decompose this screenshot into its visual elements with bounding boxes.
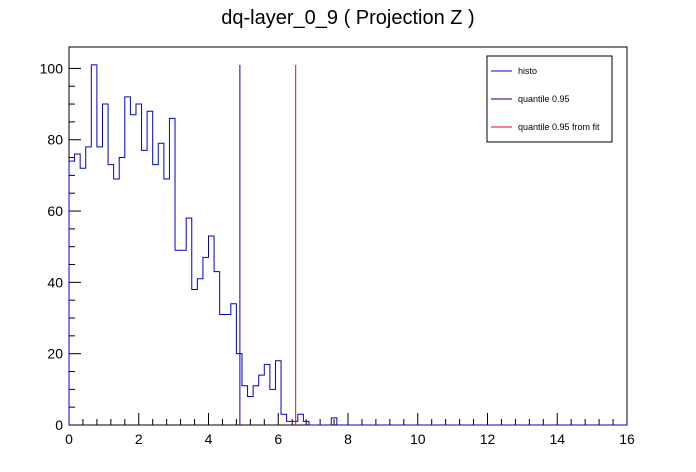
y-tick-label: 100 <box>40 60 64 76</box>
legend-label: quantile 0.95 from fit <box>518 122 600 132</box>
quantile-lines-group <box>239 64 297 425</box>
y-axis-ticks: 0 20 40 60 80 100 <box>40 60 81 433</box>
x-tick-label: 8 <box>344 431 352 447</box>
x-tick-label: 4 <box>205 431 213 447</box>
y-tick-label: 40 <box>47 274 63 290</box>
x-tick-label: 2 <box>135 431 143 447</box>
legend-label: histo <box>518 66 537 76</box>
x-tick-label: 16 <box>619 431 635 447</box>
x-tick-label: 0 <box>65 431 73 447</box>
x-axis-ticks: 0 2 4 6 8 10 12 14 16 <box>65 413 635 447</box>
y-tick-label: 80 <box>47 132 63 148</box>
y-tick-label: 20 <box>47 346 63 362</box>
y-tick-label: 0 <box>55 417 63 433</box>
histogram-series-group <box>68 64 627 426</box>
x-tick-label: 12 <box>480 431 496 447</box>
legend: histo quantile 0.95 quantile 0.95 from fit <box>486 55 613 143</box>
x-tick-label: 6 <box>274 431 282 447</box>
x-tick-label: 10 <box>410 431 426 447</box>
histogram-series-histo <box>68 64 627 426</box>
legend-label: quantile 0.95 <box>518 94 570 104</box>
x-tick-label: 14 <box>549 431 565 447</box>
y-tick-label: 60 <box>47 203 63 219</box>
chart-title: dq-layer_0_9 ( Projection Z ) <box>221 7 474 29</box>
